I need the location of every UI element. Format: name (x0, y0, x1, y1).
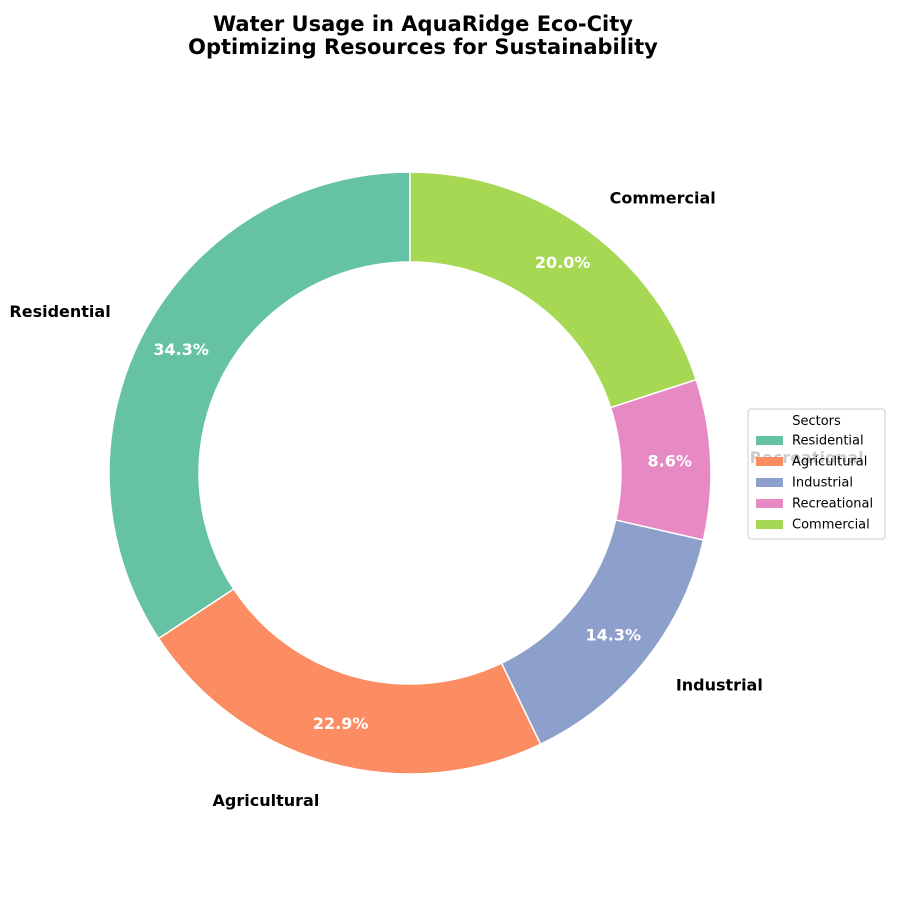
category-label-commercial: Commercial (610, 188, 716, 207)
slice-agricultural (157, 587, 542, 775)
pct-label-industrial: 14.3% (586, 626, 642, 645)
category-label-industrial: Industrial (676, 675, 763, 694)
legend-entries: Residential Agricultural Industrial Recreat… (756, 434, 873, 533)
legend-title: Sectors (792, 414, 841, 429)
pct-label-agricultural: 22.9% (313, 714, 369, 733)
category-label-agricultural: Agricultural (213, 791, 320, 810)
legend-label-recreational: Recreational (792, 497, 873, 512)
slice-commercial (409, 171, 698, 409)
donut-slices (108, 171, 712, 775)
legend: Sectors Residential Agricultural Industria… (747, 408, 886, 540)
legend-swatch-agricultural (756, 457, 783, 466)
chart-title: Water Usage in AquaRidge Eco-City Optimiz… (188, 12, 658, 59)
legend-label-residential: Residential (792, 434, 864, 449)
pct-label-commercial: 20.0% (535, 253, 591, 272)
pct-label-recreational: 8.6% (648, 452, 692, 471)
legend-label-industrial: Industrial (792, 476, 853, 491)
legend-swatch-industrial (756, 478, 783, 487)
legend-swatch-commercial (756, 520, 783, 529)
pct-label-residential: 34.3% (153, 340, 209, 359)
slice-residential (108, 171, 411, 640)
legend-swatch-recreational (756, 499, 783, 508)
percentage-labels: 34.3% 22.9% 14.3% 8.6% 20.0% (153, 253, 692, 733)
legend-label-agricultural: Agricultural (792, 455, 867, 470)
legend-label-commercial: Commercial (792, 518, 870, 533)
legend-swatch-residential (756, 436, 783, 445)
category-label-residential: Residential (9, 302, 110, 321)
